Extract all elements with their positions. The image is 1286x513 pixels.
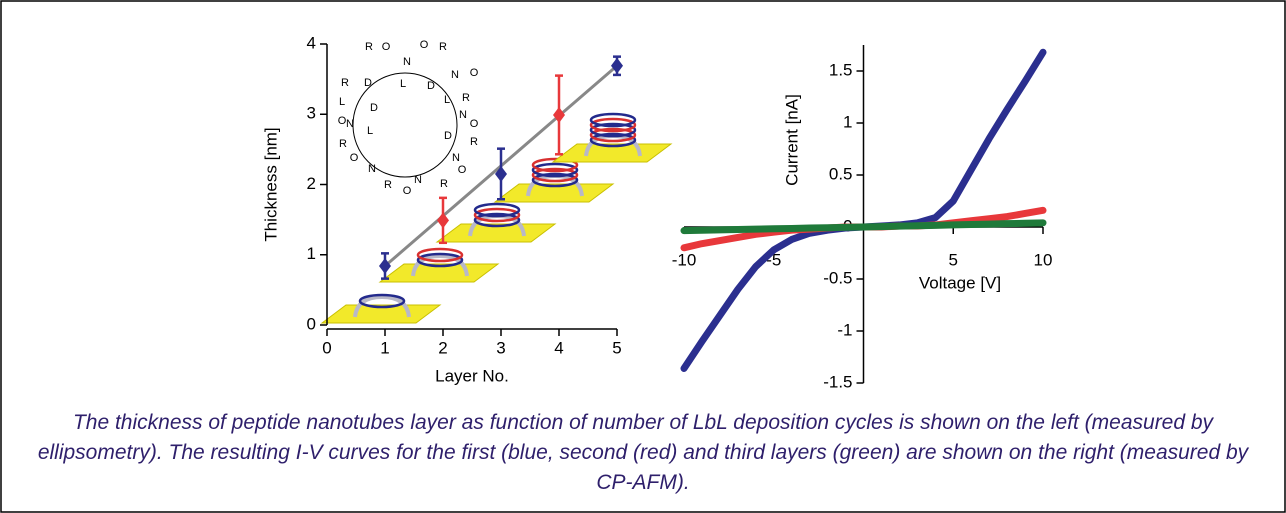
atom-label: R	[440, 178, 448, 190]
support	[411, 253, 469, 277]
point	[379, 257, 391, 274]
ring	[589, 122, 637, 138]
support	[353, 294, 411, 318]
atom-label: R	[384, 179, 392, 191]
y-axis-label: Current [nA]	[782, 94, 801, 186]
ring	[531, 162, 579, 178]
atom-label: O	[420, 39, 429, 51]
atom-label: D	[370, 102, 378, 114]
x-tick-label: 5	[949, 250, 958, 269]
x-tick-label: 0	[322, 338, 331, 357]
atom-label: R	[462, 92, 470, 104]
x-tick-label: 1	[380, 338, 389, 357]
y-tick-label: 3	[307, 104, 316, 123]
atom-label: L	[444, 94, 450, 106]
atom-label: N	[451, 69, 459, 81]
x-tick-label: 2	[438, 338, 447, 357]
ring	[416, 252, 464, 268]
ring	[473, 202, 521, 218]
substrate	[378, 263, 500, 283]
atom-label: R	[439, 41, 447, 53]
y-tick-label: 0	[307, 314, 316, 333]
atom-label: N	[346, 118, 354, 130]
ring	[589, 112, 637, 128]
y-tick-label: -0.5	[823, 268, 852, 287]
x-tick-label: 10	[1034, 250, 1053, 269]
atom-label: D	[444, 130, 452, 142]
x-tick-label: 4	[554, 338, 563, 357]
curve	[680, 219, 1047, 235]
molecule-ring	[352, 72, 458, 178]
atom-label: O	[350, 152, 359, 164]
x-tick-label: 5	[612, 338, 621, 357]
substrate	[435, 223, 557, 243]
ring	[416, 247, 464, 263]
atom-label: L	[367, 125, 373, 137]
ring	[589, 117, 637, 133]
y-tick-label: -1	[837, 320, 852, 339]
caption: The thickness of peptide nanotubes layer…	[37, 411, 1249, 494]
atom-label: D	[427, 80, 435, 92]
ring	[531, 167, 579, 183]
atom-label: N	[414, 174, 422, 186]
atom-label: O	[382, 41, 391, 53]
ring	[531, 157, 579, 173]
x-tick-label: 3	[496, 338, 505, 357]
y-tick-label: -1.5	[823, 372, 852, 391]
atom-label: O	[470, 118, 479, 130]
atom-label: R	[365, 41, 373, 53]
y-tick-label: 1.5	[829, 60, 853, 79]
ring	[473, 212, 521, 228]
y-tick-label: 2	[307, 174, 316, 193]
x-axis-label: Layer No.	[435, 366, 509, 385]
y-tick-label: 0.5	[829, 164, 853, 183]
atom-label: R	[341, 77, 349, 89]
atom-label: N	[368, 163, 376, 175]
ring	[531, 172, 579, 188]
atom-label: D	[364, 77, 372, 89]
atom-label: N	[452, 152, 460, 164]
point	[553, 106, 565, 123]
atom-label: L	[339, 96, 345, 108]
atom-label: O	[338, 115, 347, 127]
atom-label: R	[339, 138, 347, 150]
atom-label: L	[400, 78, 406, 90]
x-tick-label: -10	[672, 250, 697, 269]
ring	[589, 132, 637, 148]
ring	[473, 207, 521, 223]
atom-label: O	[403, 185, 412, 197]
substrate	[551, 143, 673, 163]
x-axis-label: Voltage [V]	[919, 273, 1001, 292]
substrate	[320, 304, 442, 324]
atom-label: N	[403, 56, 411, 68]
y-tick-label: 4	[307, 33, 316, 52]
atom-label: N	[459, 109, 467, 121]
atom-label: O	[458, 164, 467, 176]
y-tick-label: 1	[307, 244, 316, 263]
atom-label: R	[470, 136, 478, 148]
y-axis-label: Thickness [nm]	[261, 127, 280, 241]
ring	[589, 127, 637, 143]
atom-label: O	[470, 67, 479, 79]
y-tick-label: 1	[843, 112, 852, 131]
substrate	[493, 183, 615, 203]
point	[437, 212, 449, 229]
point	[611, 57, 623, 74]
point	[495, 165, 507, 182]
ring	[358, 293, 406, 309]
